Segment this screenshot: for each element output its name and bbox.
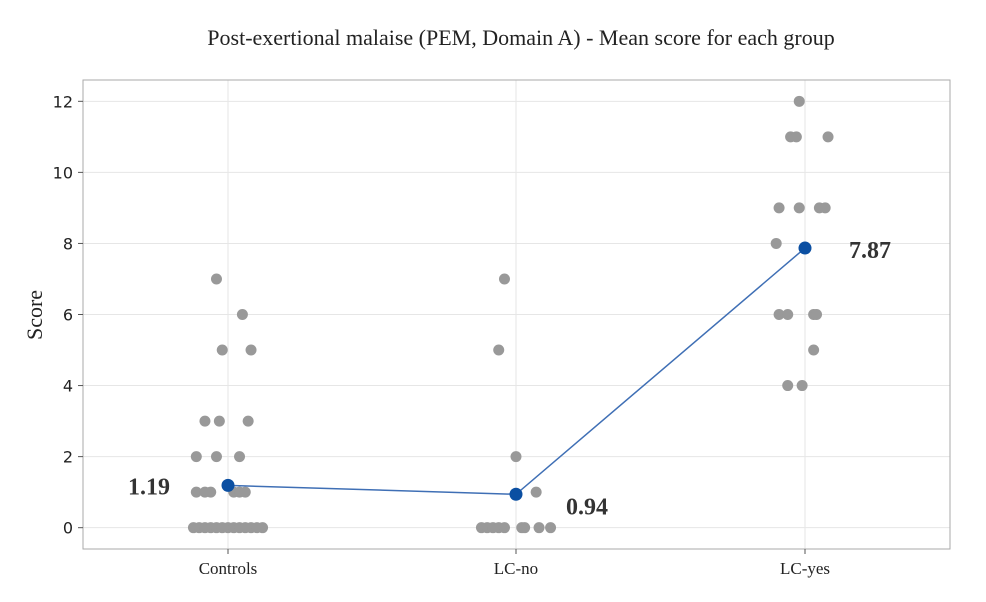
data-point [533,522,545,534]
data-point [782,309,794,320]
data-point [239,486,251,498]
y-tick-label: 10 [53,163,73,182]
data-point [498,273,510,285]
data-point [519,522,531,534]
y-tick-label: 4 [63,377,73,396]
y-tick-label: 12 [53,92,73,111]
mean-value-label: 7.87 [849,238,891,264]
data-point [493,344,505,356]
chart-title: Post-exertional malaise (PEM, Domain A) … [207,25,834,50]
data-point [773,202,785,214]
data-point [808,344,820,356]
data-point [510,451,522,463]
data-point [242,415,254,427]
mean-value-labels: 1.19 0.94 7.87 [128,238,891,520]
y-tick-label: 2 [63,448,73,467]
mean-marker [798,241,812,255]
mean-marker [221,478,235,492]
data-point [234,451,246,463]
data-point [205,486,217,498]
data-point [210,451,222,463]
data-point [773,309,785,320]
mean-marker [509,487,523,501]
data-point [793,202,805,214]
data-point [498,522,510,534]
mean-markers [221,241,812,501]
data-point [190,486,202,498]
data-point [811,309,823,320]
y-tick-labels: 0 2 4 6 8 10 12 [53,92,83,538]
data-point [236,309,248,320]
y-tick-label: 0 [63,519,73,538]
data-point [796,380,808,392]
data-point [190,451,202,463]
mean-value-label: 1.19 [128,474,170,500]
data-point [793,95,805,107]
data-point [790,131,802,143]
x-tick-label: LC-yes [780,559,830,578]
data-point [216,344,228,356]
data-point [530,486,542,498]
data-point [782,380,794,392]
x-tick-label: Controls [199,559,258,578]
y-tick-label: 6 [63,306,73,325]
data-point [819,202,831,214]
data-point [213,415,225,427]
y-axis-label: Score [22,290,47,340]
data-point [199,415,211,427]
data-point [545,522,557,534]
x-tick-label: LC-no [494,559,538,578]
gridlines [83,80,950,549]
data-point [210,273,222,285]
data-points [187,95,834,534]
data-point [245,344,257,356]
data-point [822,131,834,143]
mean-value-label: 0.94 [566,494,608,520]
x-tick-labels: Controls LC-no LC-yes [199,549,830,578]
data-point [770,237,782,249]
y-tick-label: 8 [63,234,73,253]
data-point [257,522,269,534]
